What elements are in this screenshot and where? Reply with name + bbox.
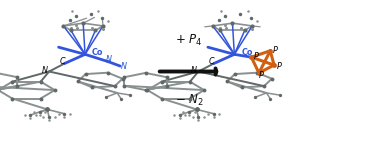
Text: N: N <box>191 66 197 75</box>
Text: $-\ \mathit{N}_2$: $-\ \mathit{N}_2$ <box>175 93 203 108</box>
Text: Co: Co <box>92 48 103 57</box>
Text: N: N <box>105 55 112 64</box>
Text: P: P <box>254 52 258 60</box>
Text: P: P <box>277 62 281 71</box>
Text: C: C <box>209 57 214 66</box>
Text: P: P <box>259 71 263 80</box>
Text: $+\ \mathit{P}_4$: $+\ \mathit{P}_4$ <box>175 32 203 48</box>
Text: N: N <box>42 66 48 75</box>
Text: N: N <box>121 62 127 71</box>
Text: Co: Co <box>241 48 253 57</box>
Text: C: C <box>60 57 65 66</box>
Text: P: P <box>273 46 277 54</box>
